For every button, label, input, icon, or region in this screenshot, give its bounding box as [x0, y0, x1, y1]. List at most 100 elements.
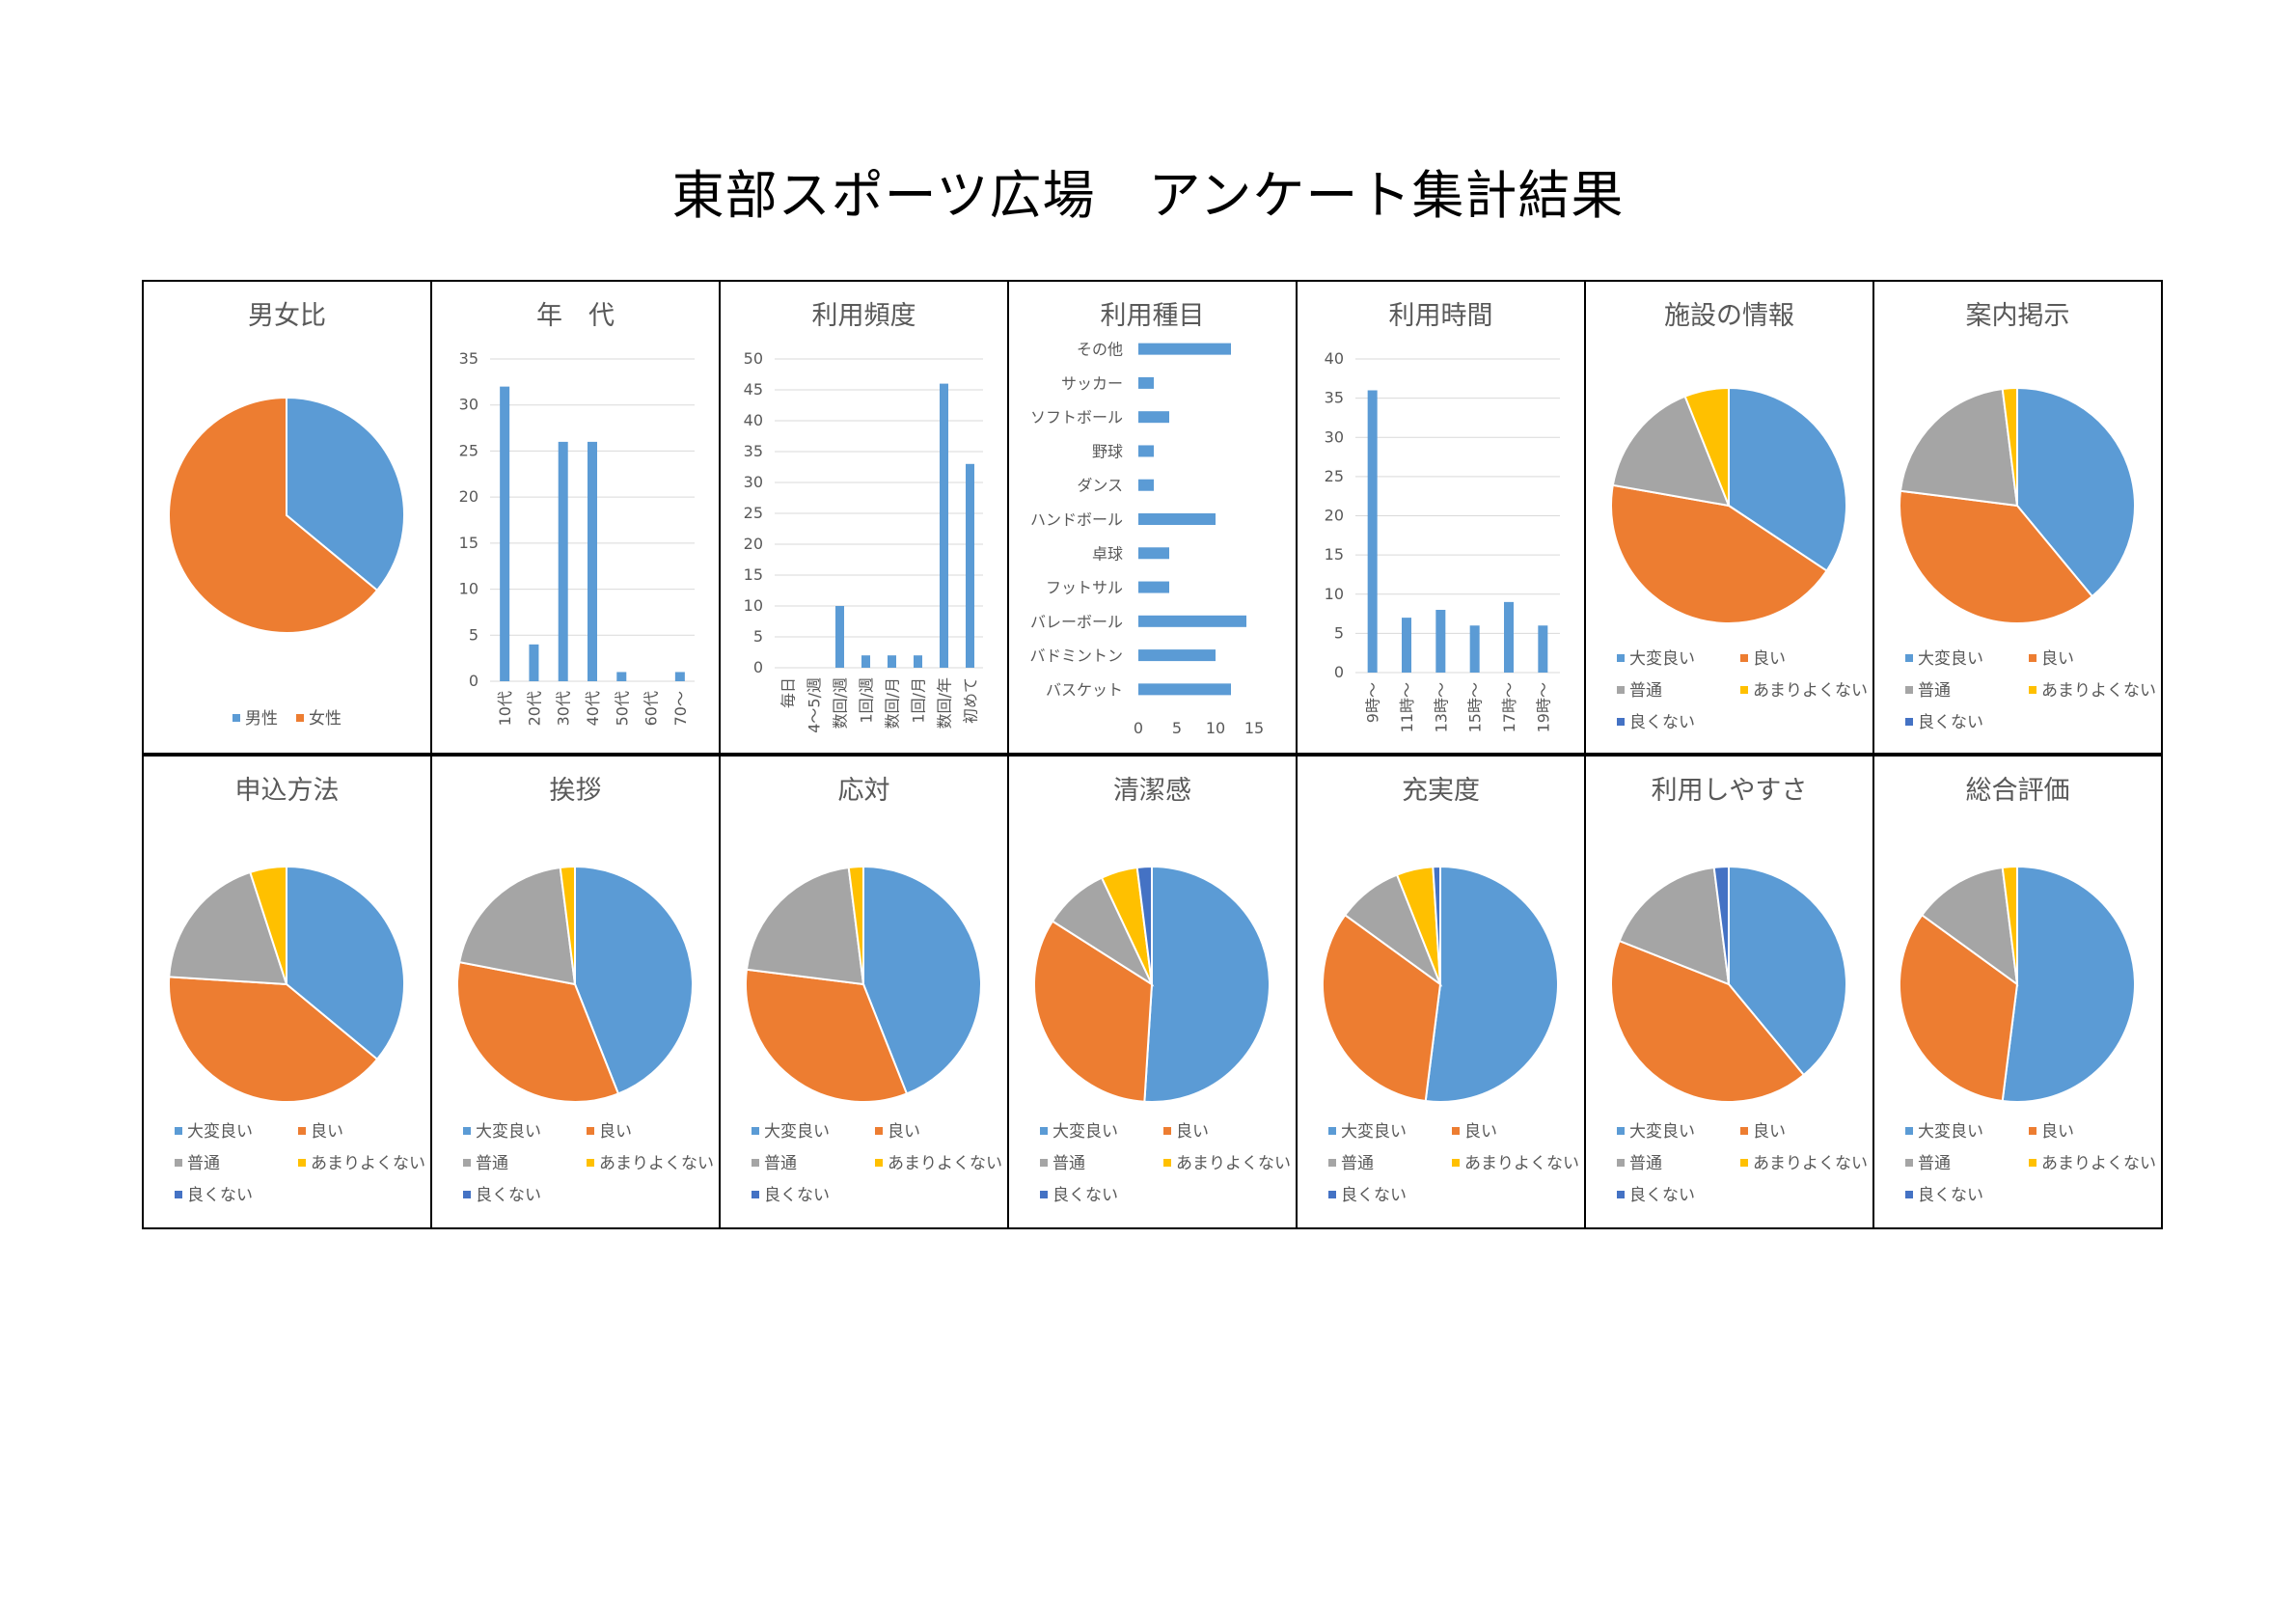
legend-swatch: [1740, 654, 1748, 662]
legend-swatch: [2029, 654, 2036, 662]
legend-entry: 普通: [1918, 1154, 1951, 1173]
pie-slice: [1135, 865, 1153, 985]
legend-entry: 女性: [309, 709, 342, 729]
y-tick-label: 35: [1325, 389, 1344, 407]
pie-slice: [168, 396, 379, 634]
legend-entry: 良くない: [476, 1186, 541, 1205]
legend-entry: あまりよくない: [1753, 1154, 1868, 1173]
y-tick-label: 0: [753, 658, 763, 676]
legend-swatch: [1163, 1159, 1171, 1167]
pie-slice: [2001, 865, 2136, 1103]
bar: [1138, 376, 1154, 389]
chart-title: 案内掲示: [1966, 301, 2070, 331]
chart-title: 挨拶: [550, 776, 602, 806]
page-title: 東部スポーツ広場 アンケート集計結果: [671, 165, 1625, 226]
legend-swatch: [1740, 686, 1748, 694]
y-tick-label: その他: [1077, 341, 1123, 359]
bar: [1138, 445, 1154, 457]
bar: [588, 441, 597, 681]
legend-entry: あまりよくない: [888, 1154, 1002, 1173]
y-tick-label: バスケット: [1046, 680, 1123, 699]
y-tick-label: 40: [744, 411, 763, 429]
y-tick-label: 15: [744, 565, 763, 584]
y-tick-label: 10: [1325, 585, 1344, 603]
legend-swatch: [1905, 718, 1913, 726]
legend-entry: 良くない: [1629, 713, 1695, 732]
legend-swatch: [232, 714, 240, 722]
legend-entry: 普通: [1341, 1154, 1374, 1173]
chart-title: 利用種目: [1101, 301, 1205, 331]
bar: [1138, 683, 1231, 696]
legend-swatch: [587, 1127, 594, 1135]
chart-title: 充実度: [1402, 776, 1480, 806]
y-tick-label: ソフトボール: [1030, 408, 1123, 427]
legend-swatch: [1328, 1127, 1336, 1135]
pie-slice: [168, 870, 288, 986]
pie-slice: [1899, 489, 2094, 624]
bar: [888, 655, 896, 668]
x-tick-label: 30代: [555, 691, 573, 726]
legend-swatch: [175, 1159, 182, 1167]
x-tick-label: 10代: [496, 691, 514, 726]
chart-panel-13: 総合評価 大変良い 良い 普通 あまりよくない 良くない: [1872, 755, 2163, 1229]
pie-slice: [2016, 386, 2136, 598]
legend-swatch: [1905, 1191, 1913, 1198]
x-tick-label: 15: [1244, 719, 1264, 737]
y-tick-label: 35: [744, 442, 763, 460]
x-tick-label: 13時～: [1432, 682, 1450, 732]
legend-swatch: [1040, 1127, 1048, 1135]
legend-entry: 良い: [2041, 1122, 2074, 1142]
y-tick-label: 50: [744, 349, 763, 368]
x-tick-label: 40代: [584, 691, 602, 726]
legend-swatch: [875, 1159, 883, 1167]
pie-slice: [745, 968, 909, 1103]
y-tick-label: 10: [459, 580, 478, 598]
legend-entry: 大変良い: [1629, 649, 1695, 669]
legend-swatch: [1617, 1127, 1625, 1135]
pie-slice: [1432, 865, 1441, 985]
chart-panel-1: 年 代 0 5 10 15 20 25 30 35 10代 20代 30代 40代 50代 60代 70～: [430, 280, 721, 755]
legend-swatch: [1328, 1191, 1336, 1198]
legend-swatch: [298, 1159, 306, 1167]
legend-swatch: [2029, 686, 2036, 694]
pie-slice: [862, 865, 982, 1095]
legend-swatch: [1617, 1159, 1625, 1167]
legend-entry: あまりよくない: [2041, 1154, 2156, 1173]
legend-entry: 良くない: [187, 1186, 253, 1205]
legend-swatch: [1617, 654, 1625, 662]
chart-panel-9: 応対 大変良い 良い 普通 あまりよくない 良くない: [719, 755, 1009, 1229]
legend-entry: 普通: [1052, 1154, 1085, 1173]
legend-entry: 良い: [1753, 649, 1786, 669]
legend-swatch: [175, 1191, 182, 1198]
legend-entry: 良い: [1176, 1122, 1209, 1142]
legend-entry: 良い: [2041, 649, 2074, 669]
pie-slice: [2001, 865, 2018, 985]
pie-slice: [1322, 913, 1442, 1103]
legend-swatch: [463, 1191, 471, 1198]
legend-swatch: [175, 1127, 182, 1135]
x-tick-label: 0: [1134, 719, 1143, 737]
chart-panel-5: 施設の情報 大変良い 良い 普通 あまりよくない 良くない: [1584, 280, 1874, 755]
legend-swatch: [1740, 1127, 1748, 1135]
y-tick-label: 15: [1325, 545, 1344, 564]
legend-entry: あまりよくない: [2041, 681, 2156, 701]
legend-entry: 良くない: [1918, 1186, 1983, 1205]
pie-slice: [1424, 865, 1559, 1103]
x-tick-label: 1回/週: [858, 677, 876, 724]
legend-entry: 大変良い: [1918, 1122, 1983, 1142]
x-tick-label: 毎日: [779, 677, 798, 708]
y-tick-label: 25: [744, 504, 763, 522]
chart-title: 年 代: [536, 301, 615, 331]
x-tick-label: 5: [1172, 719, 1182, 737]
y-tick-label: 10: [744, 596, 763, 615]
legend-entry: 良くない: [1052, 1186, 1118, 1205]
bar: [835, 606, 844, 668]
pie-slice: [1899, 913, 2019, 1103]
pie-slice: [1920, 866, 2019, 987]
legend-swatch: [463, 1159, 471, 1167]
pie-slice: [1611, 395, 1731, 508]
y-tick-label: 40: [1325, 349, 1344, 368]
legend-entry: 普通: [1629, 681, 1662, 701]
legend-entry: 大変良い: [1629, 1122, 1695, 1142]
bar: [1138, 615, 1246, 627]
